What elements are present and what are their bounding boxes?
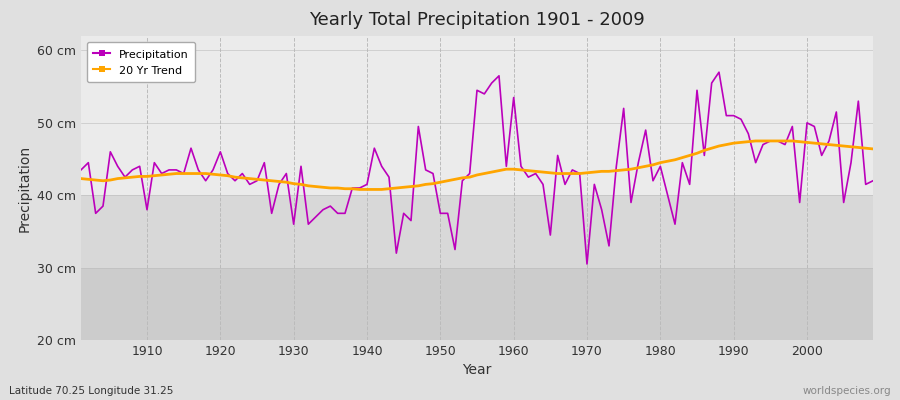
X-axis label: Year: Year xyxy=(463,364,491,378)
Bar xyxy=(81,36,873,195)
Bar xyxy=(81,268,873,340)
Y-axis label: Precipitation: Precipitation xyxy=(17,144,32,232)
Bar xyxy=(81,195,873,268)
Title: Yearly Total Precipitation 1901 - 2009: Yearly Total Precipitation 1901 - 2009 xyxy=(309,11,645,29)
Text: worldspecies.org: worldspecies.org xyxy=(803,386,891,396)
Text: Latitude 70.25 Longitude 31.25: Latitude 70.25 Longitude 31.25 xyxy=(9,386,174,396)
Legend: Precipitation, 20 Yr Trend: Precipitation, 20 Yr Trend xyxy=(86,42,195,82)
